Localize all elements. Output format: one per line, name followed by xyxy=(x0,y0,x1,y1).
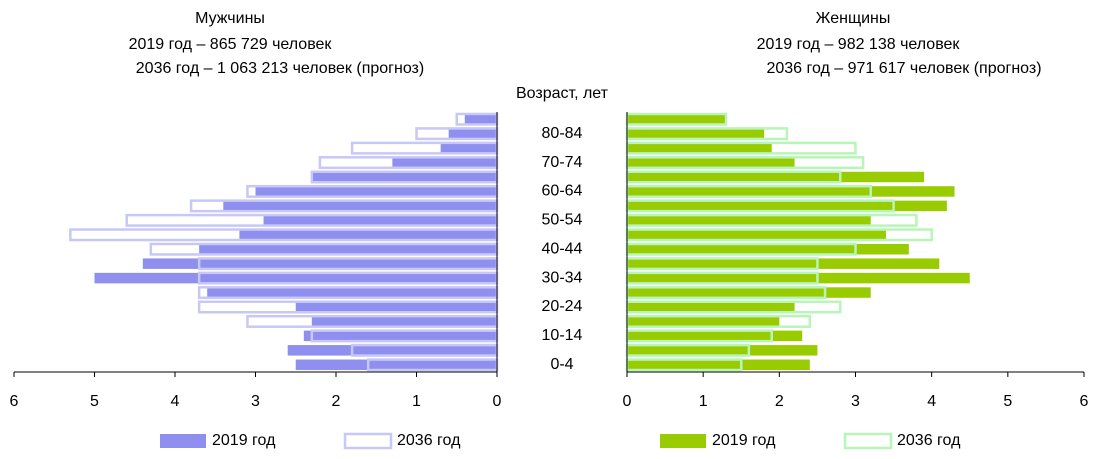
bar xyxy=(627,128,765,139)
bar xyxy=(627,186,955,197)
bar xyxy=(287,345,497,356)
bar xyxy=(627,229,886,241)
x-tick-label: 2 xyxy=(332,393,341,410)
bar xyxy=(464,113,497,125)
bar xyxy=(255,186,497,197)
bar xyxy=(627,272,970,284)
x-tick-label: 4 xyxy=(171,393,180,410)
bar xyxy=(627,258,940,269)
x-tick-label: 0 xyxy=(623,393,632,410)
y-tick-label: 80-84 xyxy=(542,125,583,142)
chart-subtitle: 2019 год – 865 729 человек xyxy=(129,36,333,53)
bar xyxy=(627,301,795,313)
bar xyxy=(223,200,498,212)
chart-title: Мужчины xyxy=(195,10,265,27)
x-tick-label: 3 xyxy=(251,393,260,410)
bar xyxy=(627,330,803,342)
bar xyxy=(263,215,497,226)
y-tick-label: 50-54 xyxy=(542,212,583,229)
bar xyxy=(311,316,497,327)
chart-title: Женщины xyxy=(816,10,891,27)
bar xyxy=(303,330,497,342)
bar xyxy=(440,142,497,154)
axis-label: Возраст, лет xyxy=(516,85,609,102)
bar xyxy=(627,243,909,255)
y-tick-label: 70-74 xyxy=(542,154,583,171)
bar xyxy=(392,157,497,168)
bar xyxy=(627,316,780,327)
legend-label: 2019 год xyxy=(212,432,276,449)
legend-swatch xyxy=(660,434,706,448)
bar xyxy=(627,359,810,371)
y-tick-label: 10-14 xyxy=(542,327,583,344)
x-tick-label: 1 xyxy=(412,393,421,410)
bar xyxy=(199,243,497,255)
y-tick-label: 20-24 xyxy=(542,298,583,315)
chart-subtitle: 2036 год – 971 617 человек (прогноз) xyxy=(766,60,1041,77)
y-tick-label: 60-64 xyxy=(542,183,583,200)
chart-subtitle: 2036 год – 1 063 213 человек (прогноз) xyxy=(136,60,424,77)
legend-swatch xyxy=(160,434,206,448)
chart-subtitle: 2019 год – 982 138 человек xyxy=(757,36,961,53)
bar xyxy=(627,113,727,125)
bar xyxy=(627,345,818,356)
legend-label: 2036 год xyxy=(897,432,961,449)
bar xyxy=(627,171,925,183)
x-tick-label: 1 xyxy=(699,393,708,410)
x-tick-label: 6 xyxy=(1080,393,1089,410)
legend-label: 2019 год xyxy=(712,432,776,449)
x-tick-label: 5 xyxy=(1003,393,1012,410)
bar xyxy=(627,215,871,226)
x-tick-label: 3 xyxy=(851,393,860,410)
x-tick-label: 0 xyxy=(493,393,502,410)
bar xyxy=(207,287,497,298)
legend-swatch xyxy=(843,432,893,450)
bar xyxy=(311,171,497,183)
bar xyxy=(142,258,498,269)
x-tick-label: 2 xyxy=(775,393,784,410)
bar xyxy=(295,359,497,371)
y-tick-label: 0-4 xyxy=(550,356,573,373)
legend-label: 2036 год xyxy=(397,432,461,449)
y-tick-label: 40-44 xyxy=(542,240,583,257)
bar xyxy=(627,142,772,154)
bar xyxy=(627,287,871,298)
bar xyxy=(94,272,497,284)
bar xyxy=(448,128,497,139)
legend-swatch xyxy=(343,432,393,450)
bar xyxy=(627,200,947,212)
y-tick-label: 30-34 xyxy=(542,269,583,286)
x-tick-label: 6 xyxy=(10,393,19,410)
x-tick-label: 5 xyxy=(90,393,99,410)
bar xyxy=(239,229,497,241)
bar xyxy=(627,157,795,168)
x-tick-label: 4 xyxy=(927,393,936,410)
bar xyxy=(295,301,497,313)
